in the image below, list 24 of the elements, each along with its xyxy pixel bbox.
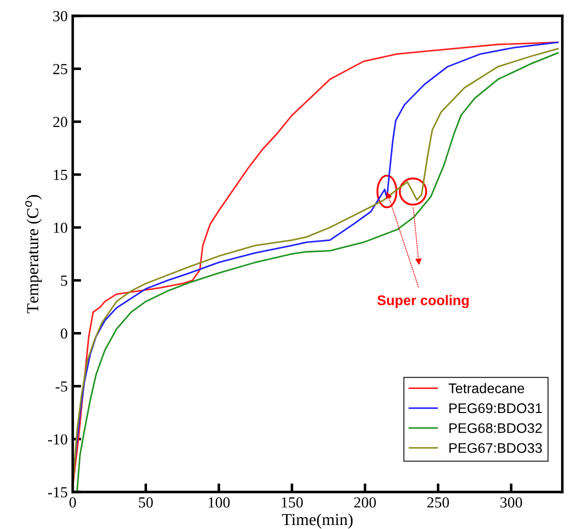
y-tick-label: 20 xyxy=(53,116,68,128)
y-tick-label: 30 xyxy=(53,11,68,22)
x-tick-label: 50 xyxy=(139,497,153,508)
x-tick-label: 100 xyxy=(208,497,230,508)
x-tick-label: 300 xyxy=(500,497,522,508)
y-tick-label: -5 xyxy=(56,381,68,392)
legend-label: Tetradecane xyxy=(448,383,524,394)
x-tick-label: 150 xyxy=(282,497,303,508)
x-tick-label: 0 xyxy=(69,497,76,508)
x-tick-label: 200 xyxy=(354,497,376,508)
y-axis-title: Temperature (C$^{o}$) xyxy=(25,195,42,314)
y-tick-label: 25 xyxy=(53,64,68,74)
y-tick-label: 15 xyxy=(54,170,68,180)
annotation: Super cooling xyxy=(377,295,469,308)
y-tick-label: 0 xyxy=(60,328,68,339)
x-tick-label: 250 xyxy=(427,497,449,508)
y-tick-label: -10 xyxy=(48,434,68,445)
x-axis-title: Time(min) xyxy=(282,513,353,529)
legend-label: PEG67:BDO33 xyxy=(449,443,542,453)
legend-label: PEG69:BDO31 xyxy=(449,403,542,414)
y-tick-label: -15 xyxy=(48,487,68,498)
legend-label: PEG68:BDO32 xyxy=(449,423,542,434)
y-tick-label: 5 xyxy=(61,276,68,286)
y-tick-label: 10 xyxy=(54,222,68,233)
